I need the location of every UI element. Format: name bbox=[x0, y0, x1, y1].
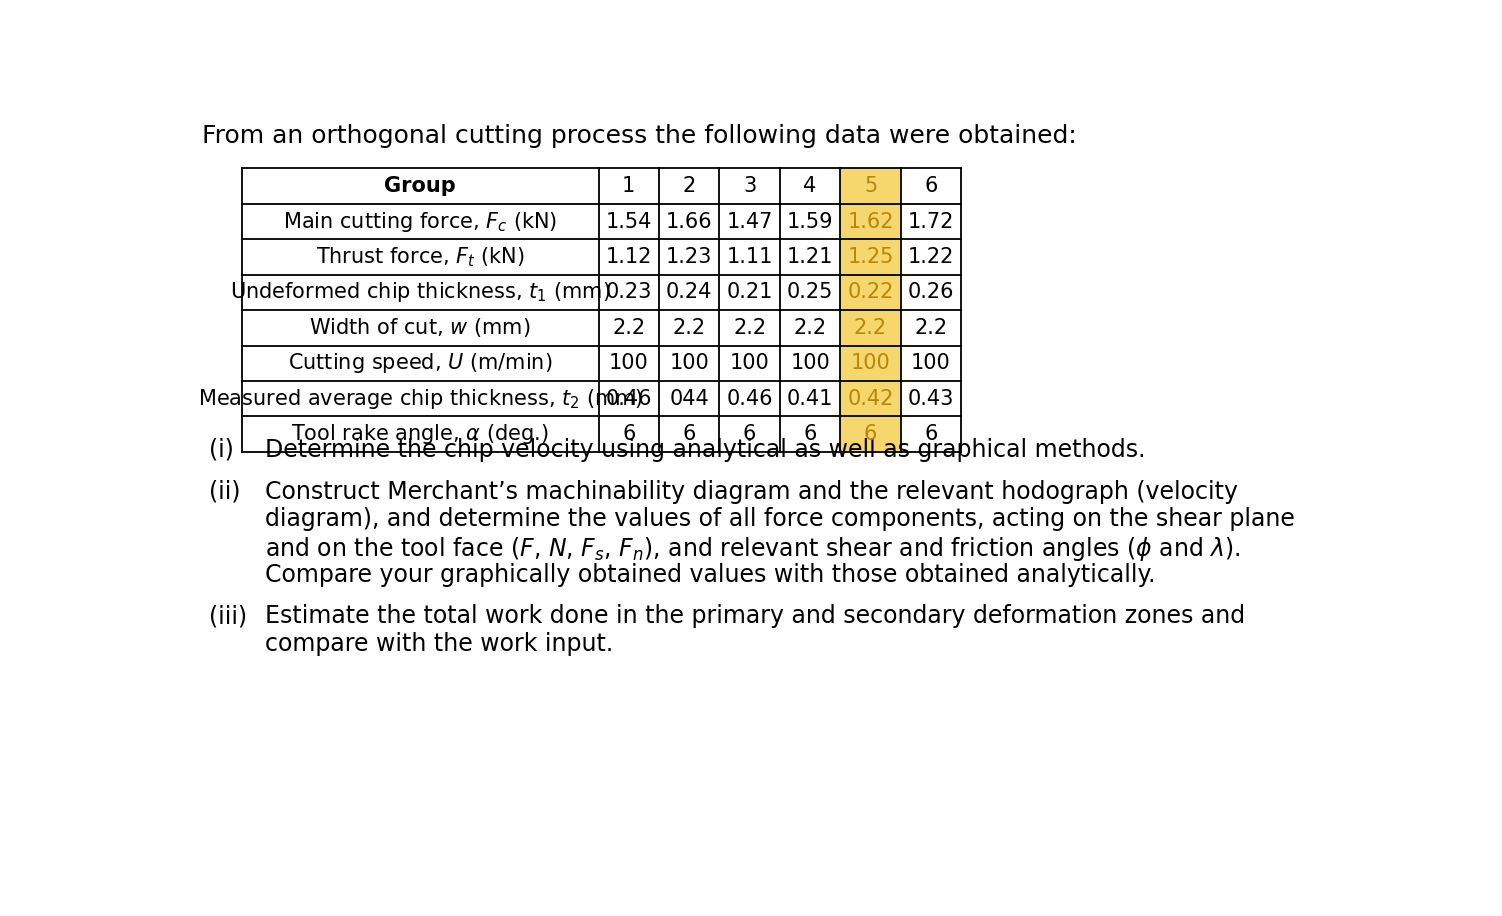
Text: 100: 100 bbox=[790, 354, 831, 373]
Text: 100: 100 bbox=[850, 354, 891, 373]
Text: 4: 4 bbox=[804, 176, 817, 196]
Bar bbox=[840, 169, 901, 452]
Text: Compare your graphically obtained values with those obtained analytically.: Compare your graphically obtained values… bbox=[266, 562, 1155, 586]
Text: 5: 5 bbox=[864, 176, 877, 196]
Text: 1: 1 bbox=[622, 176, 635, 196]
Text: Undeformed chip thickness, $t_1$ (mm): Undeformed chip thickness, $t_1$ (mm) bbox=[230, 280, 610, 304]
Text: 0.21: 0.21 bbox=[727, 282, 774, 302]
Text: 1.59: 1.59 bbox=[787, 212, 834, 232]
Text: 0.22: 0.22 bbox=[847, 282, 894, 302]
Text: 100: 100 bbox=[670, 354, 709, 373]
Text: 0.23: 0.23 bbox=[605, 282, 652, 302]
Text: 1.11: 1.11 bbox=[727, 247, 774, 267]
Text: Determine the chip velocity using analytical as well as graphical methods.: Determine the chip velocity using analyt… bbox=[266, 438, 1146, 462]
Text: 2.2: 2.2 bbox=[733, 318, 766, 338]
Text: 100: 100 bbox=[608, 354, 649, 373]
Text: Construct Merchant’s machinability diagram and the relevant hodograph (velocity: Construct Merchant’s machinability diagr… bbox=[266, 479, 1238, 504]
Text: 1.54: 1.54 bbox=[605, 212, 652, 232]
Text: 044: 044 bbox=[670, 388, 709, 409]
Text: Group: Group bbox=[385, 176, 457, 196]
Text: Measured average chip thickness, $t_2$ (mm): Measured average chip thickness, $t_2$ (… bbox=[198, 387, 643, 410]
Text: 0.43: 0.43 bbox=[907, 388, 954, 409]
Text: Thrust force, $F_t$ (kN): Thrust force, $F_t$ (kN) bbox=[315, 245, 524, 268]
Text: 100: 100 bbox=[912, 354, 951, 373]
Text: 0.24: 0.24 bbox=[665, 282, 712, 302]
Text: 0.46: 0.46 bbox=[605, 388, 652, 409]
Text: 0.26: 0.26 bbox=[907, 282, 954, 302]
Text: From an orthogonal cutting process the following data were obtained:: From an orthogonal cutting process the f… bbox=[201, 124, 1077, 147]
Text: Width of cut, $w$ (mm): Width of cut, $w$ (mm) bbox=[309, 316, 532, 339]
Text: 100: 100 bbox=[730, 354, 769, 373]
Text: 6: 6 bbox=[924, 176, 937, 196]
Text: 1.47: 1.47 bbox=[727, 212, 774, 232]
Text: (iii): (iii) bbox=[209, 605, 248, 628]
Text: 2.2: 2.2 bbox=[613, 318, 646, 338]
Text: 2.2: 2.2 bbox=[673, 318, 706, 338]
Text: 0.41: 0.41 bbox=[787, 388, 834, 409]
Text: and on the tool face ($F$, $N$, $F_s$, $F_n$), and relevant shear and friction a: and on the tool face ($F$, $N$, $F_s$, $… bbox=[266, 535, 1241, 563]
Text: 6: 6 bbox=[743, 424, 757, 444]
Text: 1.72: 1.72 bbox=[907, 212, 954, 232]
Text: diagram), and determine the values of all force components, acting on the shear : diagram), and determine the values of al… bbox=[266, 507, 1295, 531]
Text: 3: 3 bbox=[743, 176, 756, 196]
Text: 6: 6 bbox=[804, 424, 817, 444]
Text: 2.2: 2.2 bbox=[915, 318, 948, 338]
Text: Tool rake angle, $\alpha$ (deg.): Tool rake angle, $\alpha$ (deg.) bbox=[291, 422, 550, 446]
Text: 1.62: 1.62 bbox=[847, 212, 894, 232]
Text: 1.22: 1.22 bbox=[907, 247, 954, 267]
Text: 2: 2 bbox=[682, 176, 695, 196]
Text: 2.2: 2.2 bbox=[793, 318, 826, 338]
Text: 1.23: 1.23 bbox=[665, 247, 712, 267]
Text: 6: 6 bbox=[864, 424, 877, 444]
Text: 0.25: 0.25 bbox=[787, 282, 834, 302]
Text: 6: 6 bbox=[622, 424, 635, 444]
Text: 1.12: 1.12 bbox=[605, 247, 652, 267]
Text: 0.46: 0.46 bbox=[727, 388, 774, 409]
Text: 6: 6 bbox=[924, 424, 937, 444]
Text: 2.2: 2.2 bbox=[855, 318, 888, 338]
Text: (i): (i) bbox=[209, 438, 234, 462]
Text: Estimate the total work done in the primary and secondary deformation zones and: Estimate the total work done in the prim… bbox=[266, 605, 1245, 628]
Text: 6: 6 bbox=[682, 424, 695, 444]
Text: compare with the work input.: compare with the work input. bbox=[266, 632, 613, 656]
Text: Cutting speed, $U$ (m/min): Cutting speed, $U$ (m/min) bbox=[288, 351, 553, 376]
Text: 1.21: 1.21 bbox=[787, 247, 834, 267]
Text: 0.42: 0.42 bbox=[847, 388, 894, 409]
Text: 1.66: 1.66 bbox=[665, 212, 712, 232]
Text: 1.25: 1.25 bbox=[847, 247, 894, 267]
Text: (ii): (ii) bbox=[209, 479, 240, 504]
Text: Main cutting force, $F_c$ (kN): Main cutting force, $F_c$ (kN) bbox=[284, 210, 557, 234]
